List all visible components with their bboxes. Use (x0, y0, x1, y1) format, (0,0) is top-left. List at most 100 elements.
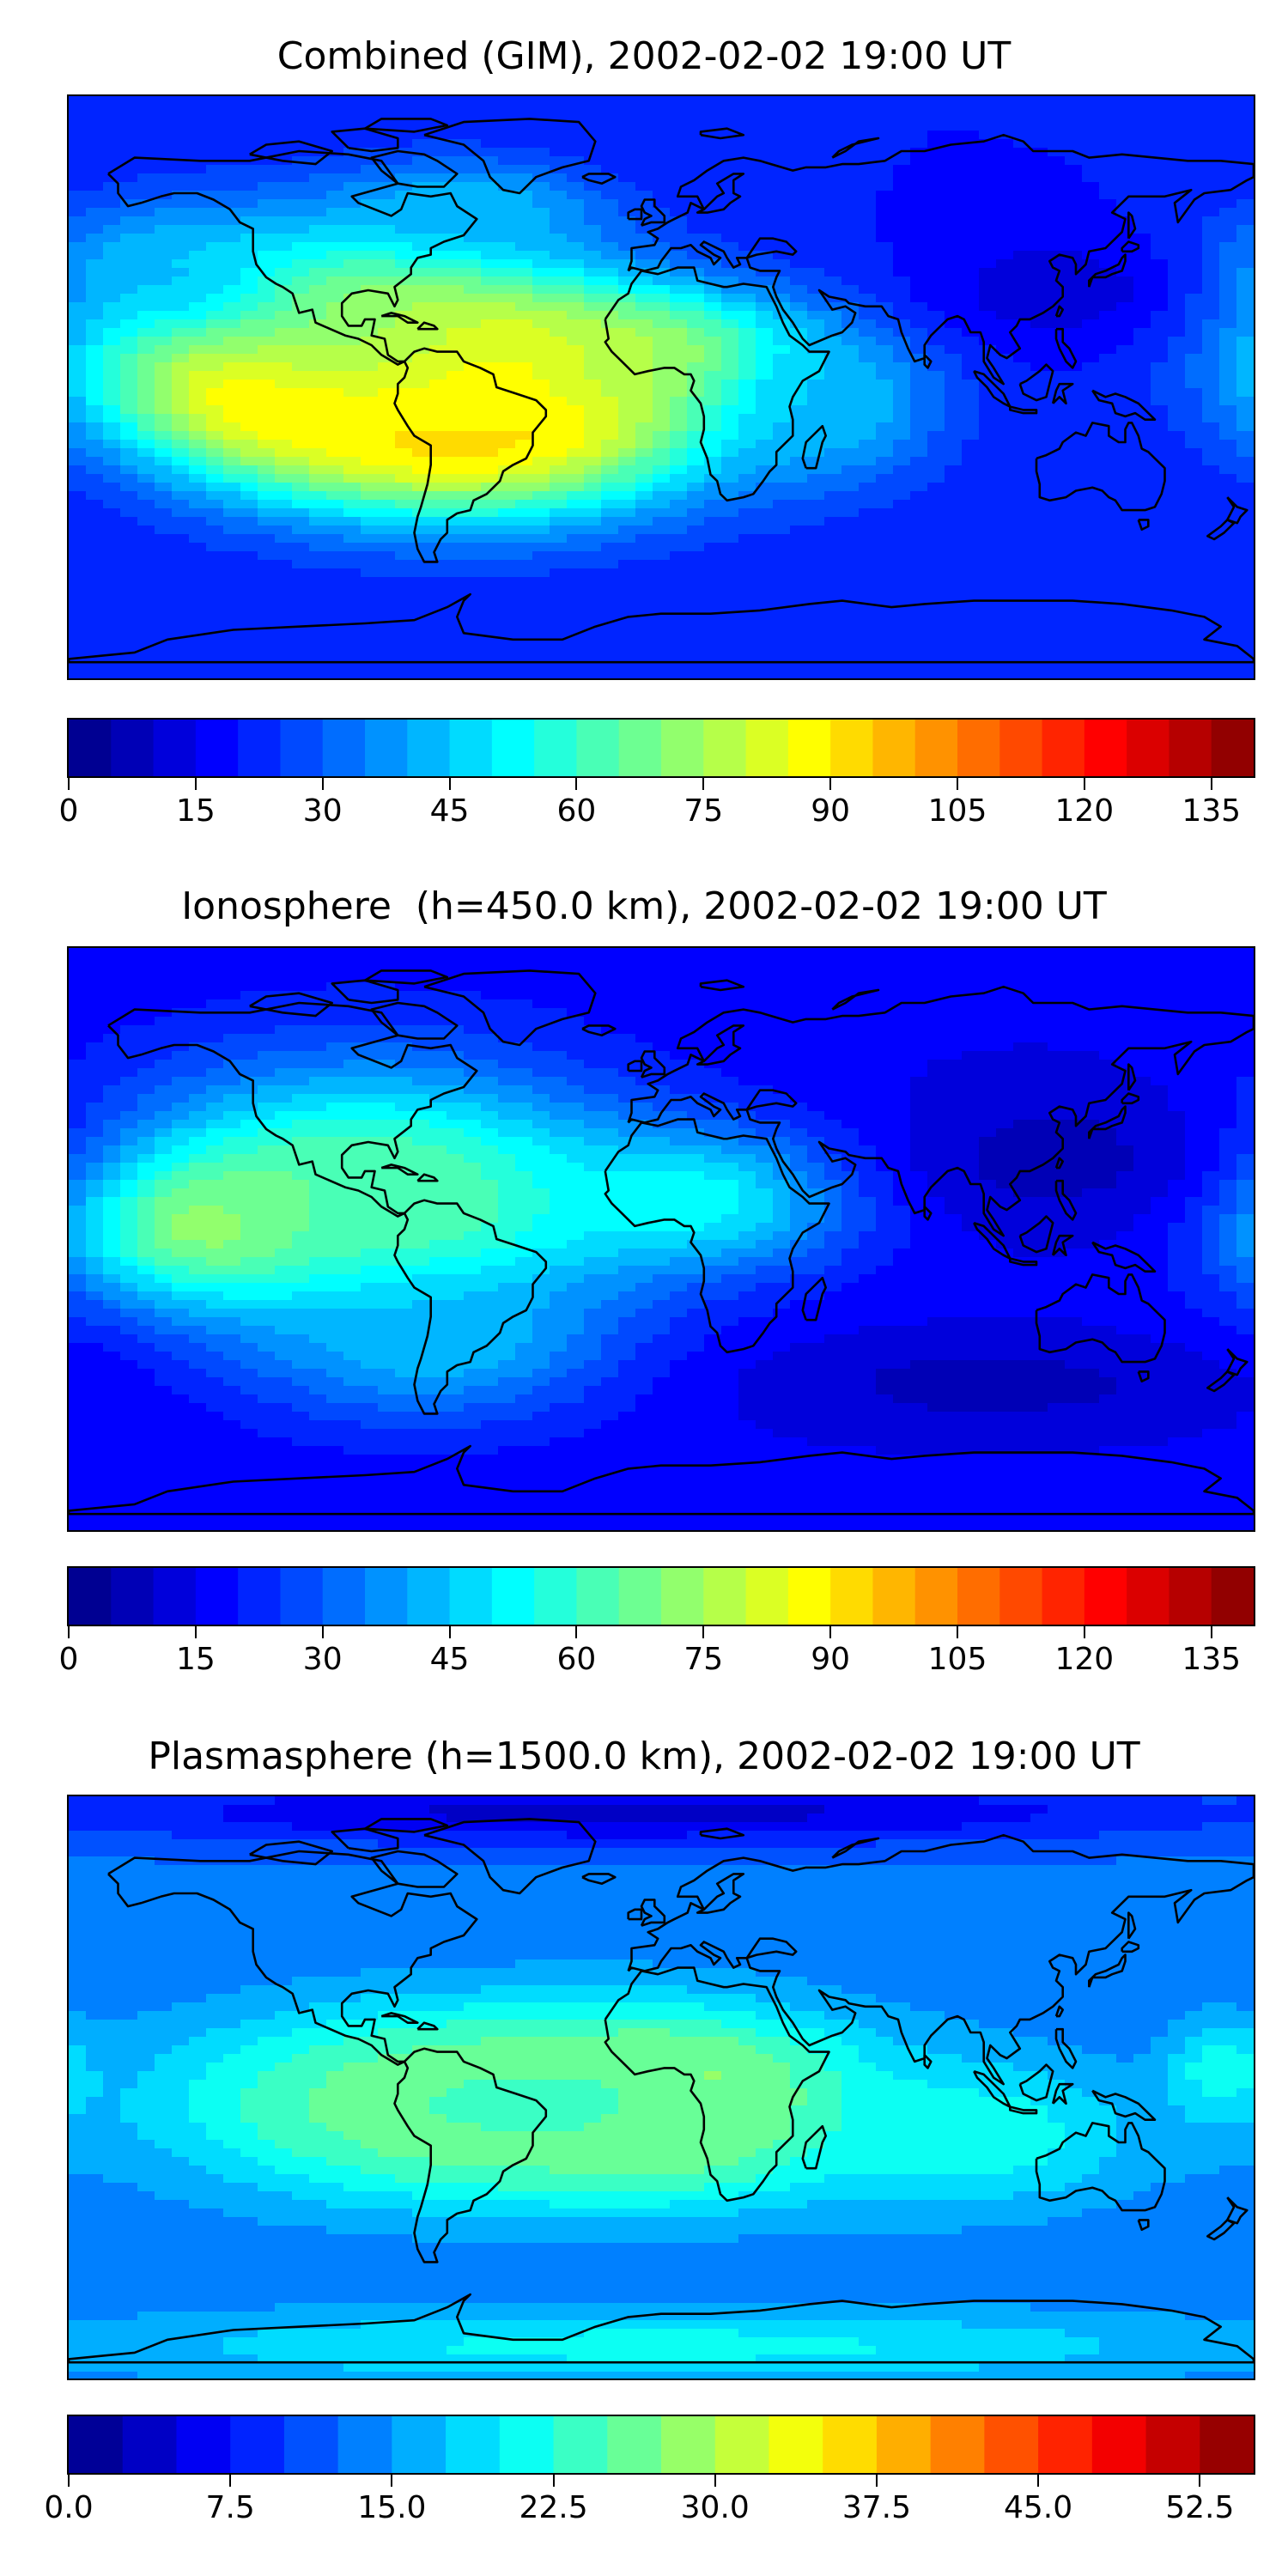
colorbar-level (703, 1568, 747, 1625)
coastline-segment (393, 1199, 548, 1415)
colorbar-level (322, 720, 366, 776)
coastline-segment (640, 1899, 666, 1927)
field-cells (69, 948, 1254, 1530)
colorbar-level (1169, 1568, 1212, 1625)
coastline-segment (604, 266, 830, 502)
coastline-segment (1206, 2219, 1236, 2241)
colorbar-ticks-combined: 0 15 30 45 60 75 90 105 120 135 (0, 778, 1288, 829)
colorbar-tick (1037, 2475, 1040, 2487)
colorbar-level (111, 1568, 155, 1625)
coastline-segment (370, 1001, 459, 1040)
coastline-segment (370, 1850, 459, 1888)
colorbar-tick-label: 0.0 (44, 2490, 94, 2525)
colorbar-ticks-ionosphere: 0 15 30 45 60 75 90 105 120 135 (0, 1626, 1288, 1678)
colorbar-tick (68, 2475, 70, 2487)
colorbar-plasmasphere-svg (69, 2416, 1254, 2473)
colorbar-level (984, 2416, 1039, 2473)
coastline-segment (1226, 1348, 1249, 1376)
colorbar-level (618, 720, 662, 776)
coastline-segment (1051, 2082, 1074, 2105)
coastline-segment (581, 1024, 617, 1036)
colorbar-level (365, 1568, 408, 1625)
colorbar-tick (957, 778, 958, 790)
colorbar-tick (194, 778, 197, 790)
coastline-segment (364, 1818, 449, 1833)
coastline-segment (393, 347, 548, 563)
coastline-segment (801, 424, 828, 470)
colorbar-level (1042, 1568, 1085, 1625)
coastline-segment (1054, 327, 1078, 369)
colorbar-level (407, 720, 451, 776)
coastline-segment (249, 992, 334, 1018)
coastline-segment (107, 1850, 478, 2066)
colorbar-level (1200, 2416, 1254, 2473)
map-ionosphere (67, 946, 1255, 1532)
colorbar-level (1038, 2416, 1093, 2473)
colorbar-level (872, 720, 916, 776)
coastline-segment (69, 592, 1254, 664)
coastline-segment (416, 1173, 439, 1182)
colorbar-level (153, 1568, 197, 1625)
colorbar-tick-label: 30 (302, 1642, 343, 1677)
colorbar-level (830, 1568, 873, 1625)
coastline-segment (640, 198, 666, 227)
coastline-segment (973, 1221, 1012, 1260)
colorbar-level (365, 720, 408, 776)
coastline-segment (1127, 1911, 1137, 1940)
colorbar-tick (702, 778, 705, 790)
colorbar-level (576, 720, 620, 776)
colorbar-level (607, 2416, 662, 2473)
colorbar-tick-label: 45 (429, 793, 470, 829)
coastline-segment (249, 140, 334, 166)
coastline-segment (1206, 519, 1236, 541)
coastline-segment (1088, 1105, 1127, 1139)
coastline-segment (1121, 240, 1140, 253)
colorbar-level (195, 720, 239, 776)
colorbar-tick-label: 75 (683, 1642, 724, 1677)
colorbar-tick (1083, 1626, 1085, 1638)
coastline-segment (331, 1827, 399, 1853)
colorbar-ticks-plasmasphere: 0.0 7.5 15.0 22.5 30.0 37.5 45.0 52.5 (0, 2475, 1288, 2526)
colorbar-tick (1083, 778, 1085, 790)
coastline-segment (1137, 519, 1150, 532)
colorbar-ionosphere (67, 1566, 1255, 1626)
coastline-segment (1127, 211, 1137, 240)
colorbar-level (769, 2416, 823, 2473)
map-plasmasphere (67, 1795, 1255, 2380)
colorbar-tick (1210, 1626, 1212, 1638)
colorbar-level (449, 720, 493, 776)
colorbar-level (661, 2416, 716, 2473)
coastlines (69, 118, 1254, 664)
colorbar-tick (1210, 778, 1212, 790)
colorbar-level (914, 1568, 958, 1625)
coastline-segment (1009, 405, 1038, 415)
colorbar-tick (321, 778, 324, 790)
coastline-segment (923, 1206, 933, 1221)
coastlines (69, 969, 1254, 1516)
colorbar-level (618, 1568, 662, 1625)
coastline-segment (1091, 389, 1157, 422)
colorbar-level (153, 720, 197, 776)
panel-title-combined: Combined (GIM), 2002-02-02 19:00 UT (276, 34, 1012, 78)
colorbar-tick-label: 15 (175, 793, 216, 829)
colorbar-tick (321, 1626, 324, 1638)
colorbar-tick (714, 2475, 716, 2487)
colorbar-level (69, 720, 112, 776)
map-combined-svg (69, 96, 1254, 678)
colorbar-tick-label: 90 (811, 1642, 851, 1677)
colorbar-tick-label: 60 (556, 1642, 597, 1677)
colorbar-level (534, 720, 577, 776)
colorbar-tick (448, 1626, 451, 1638)
coastline-segment (699, 979, 745, 992)
coastline-segment (627, 1908, 643, 1921)
coastline-segment (380, 1163, 419, 1176)
colorbar-level (230, 2416, 285, 2473)
coastline-segment (699, 127, 745, 140)
coastline-segment (699, 1827, 745, 1840)
coastline-segment (831, 137, 880, 159)
coastline-segment (1226, 2196, 1249, 2225)
coastline-segment (831, 988, 880, 1011)
colorbar-tick (68, 1626, 70, 1638)
coastline-segment (831, 1837, 880, 1859)
